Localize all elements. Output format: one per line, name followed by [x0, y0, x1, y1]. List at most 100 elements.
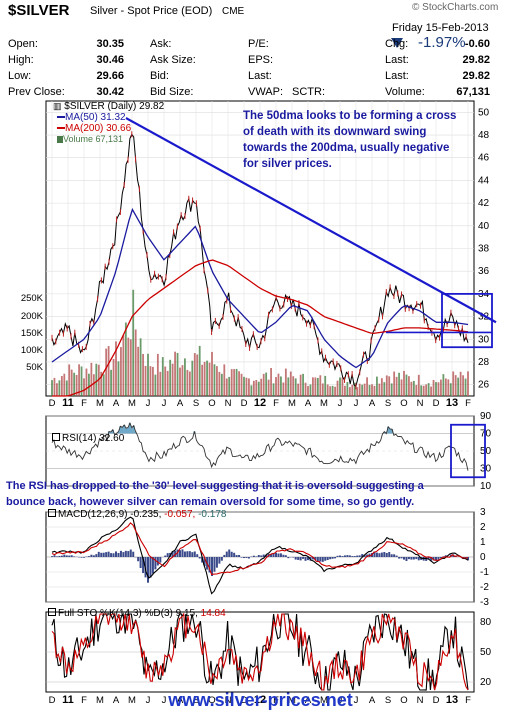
month-label-bottom: S [385, 695, 391, 706]
macd-hist-bar [102, 552, 105, 557]
volume-bar [60, 376, 63, 396]
month-label: J [338, 398, 343, 409]
volume-bar [53, 377, 56, 396]
macd-hist-bar [326, 557, 329, 561]
macd-hist-bar [341, 556, 344, 557]
volume-bar [152, 366, 154, 396]
macd-hist-bar [439, 557, 442, 559]
volume-bar [454, 375, 457, 396]
quote-key: Bid: [150, 70, 169, 82]
macd-hist-bar [129, 549, 132, 557]
macd-hist-bar [255, 556, 258, 557]
sto-d-text: 14.84 [200, 608, 226, 619]
volume-bar [164, 366, 167, 396]
volume-bar [427, 383, 430, 396]
month-label-bottom: D [49, 695, 56, 706]
volume-bar [201, 364, 204, 396]
volume-bar [408, 376, 410, 396]
volume-bar [334, 386, 336, 396]
macd-hist-bar [277, 553, 280, 557]
macd-hist-bar [142, 557, 145, 574]
volume-bar [73, 372, 76, 396]
volume-bar [289, 371, 292, 396]
month-label-bottom: S [193, 695, 199, 706]
macd-hist-bar [51, 556, 53, 557]
macd-hist-bar [375, 552, 378, 557]
macd-hist-bar [124, 550, 127, 557]
volume-bar [321, 383, 324, 396]
macd-hist-bar [250, 556, 253, 557]
volume-bar [124, 322, 127, 396]
volume-bar [422, 385, 425, 396]
volume-bar [75, 374, 78, 396]
price-tick-label: 48 [478, 130, 490, 141]
macd-hist-bar [444, 555, 447, 557]
volume-bar [403, 370, 405, 396]
macd-hist-text: -0.178 [198, 509, 227, 520]
volume-bar [299, 374, 302, 396]
footer-link[interactable]: www.silver-prices.net [168, 690, 353, 710]
volume-bar [275, 377, 277, 396]
rsi-line [51, 421, 469, 471]
macd-hist-bar [378, 553, 381, 557]
macd-hist-bar [193, 551, 196, 557]
watermark: © StockCharts.com [412, 2, 499, 13]
macd-hist-bar [147, 557, 149, 583]
macd-hist-bar [437, 557, 440, 560]
volume-bar [457, 377, 460, 396]
volume-bar [462, 375, 464, 396]
volume-bar [437, 382, 440, 396]
quote-key: Ask: [150, 38, 172, 50]
macd-hist-bar [68, 555, 71, 557]
legend-ma200: MA(200) 30.66 [57, 123, 131, 134]
description: Silver - Spot Price (EOD) [90, 5, 213, 17]
quote-value: 30.46 [96, 54, 124, 66]
volume-bar [351, 384, 354, 396]
macd-hist-bar [122, 552, 125, 557]
macd-hist-bar [319, 557, 322, 562]
volume-bar [90, 362, 93, 396]
macd-tick-label: 3 [480, 507, 486, 518]
month-label: A [369, 398, 376, 409]
macd-hist-bar [181, 549, 184, 557]
macd-icon [48, 509, 56, 517]
macd-hist-bar [432, 557, 435, 561]
volume-bar [304, 382, 307, 396]
volume-bar [366, 377, 368, 396]
macd-hist-bar [198, 557, 201, 559]
volume-bar [196, 354, 199, 396]
macd-hist-bar [149, 557, 152, 578]
macd-hist-bar [233, 552, 236, 557]
volume-bar [129, 339, 132, 396]
month-label: J [354, 398, 359, 409]
volume-bar [358, 383, 361, 396]
macd-hist-bar [395, 555, 398, 557]
macd-hist-bar [164, 555, 167, 557]
quote-key: P/E: [248, 38, 269, 50]
annotation-line: for silver prices. [243, 158, 332, 170]
macd-hist-bar [100, 552, 103, 557]
macd-hist-bar [405, 557, 408, 561]
macd-hist-bar [80, 557, 83, 558]
volume-bar [353, 382, 356, 396]
annotation-line: The RSI has dropped to the '30' level su… [6, 480, 424, 492]
ma200-line [52, 259, 469, 397]
rsi-tick-label: 90 [480, 411, 492, 422]
macd-hist-bar [240, 557, 243, 558]
month-label-bottom: M [128, 695, 136, 706]
macd-hist-bar [115, 551, 117, 557]
macd-hist-bar [346, 555, 349, 557]
volume-bar [314, 377, 317, 396]
rsi-tick-label: 10 [480, 481, 492, 492]
macd-hist-bar [275, 552, 277, 557]
macd-tick-label: 1 [480, 537, 486, 548]
macd-hist-bar [238, 554, 241, 557]
macd-hist-bar [117, 552, 120, 557]
macd-hist-bar [415, 557, 418, 560]
annotation-line: The 50dma looks to be forming a cross [243, 110, 457, 122]
quote-key: VWAP: [248, 86, 284, 98]
volume-bar [102, 374, 105, 396]
macd-hist-bar [287, 557, 290, 559]
macd-hist-bar [139, 557, 142, 569]
volume-bar [127, 337, 130, 396]
